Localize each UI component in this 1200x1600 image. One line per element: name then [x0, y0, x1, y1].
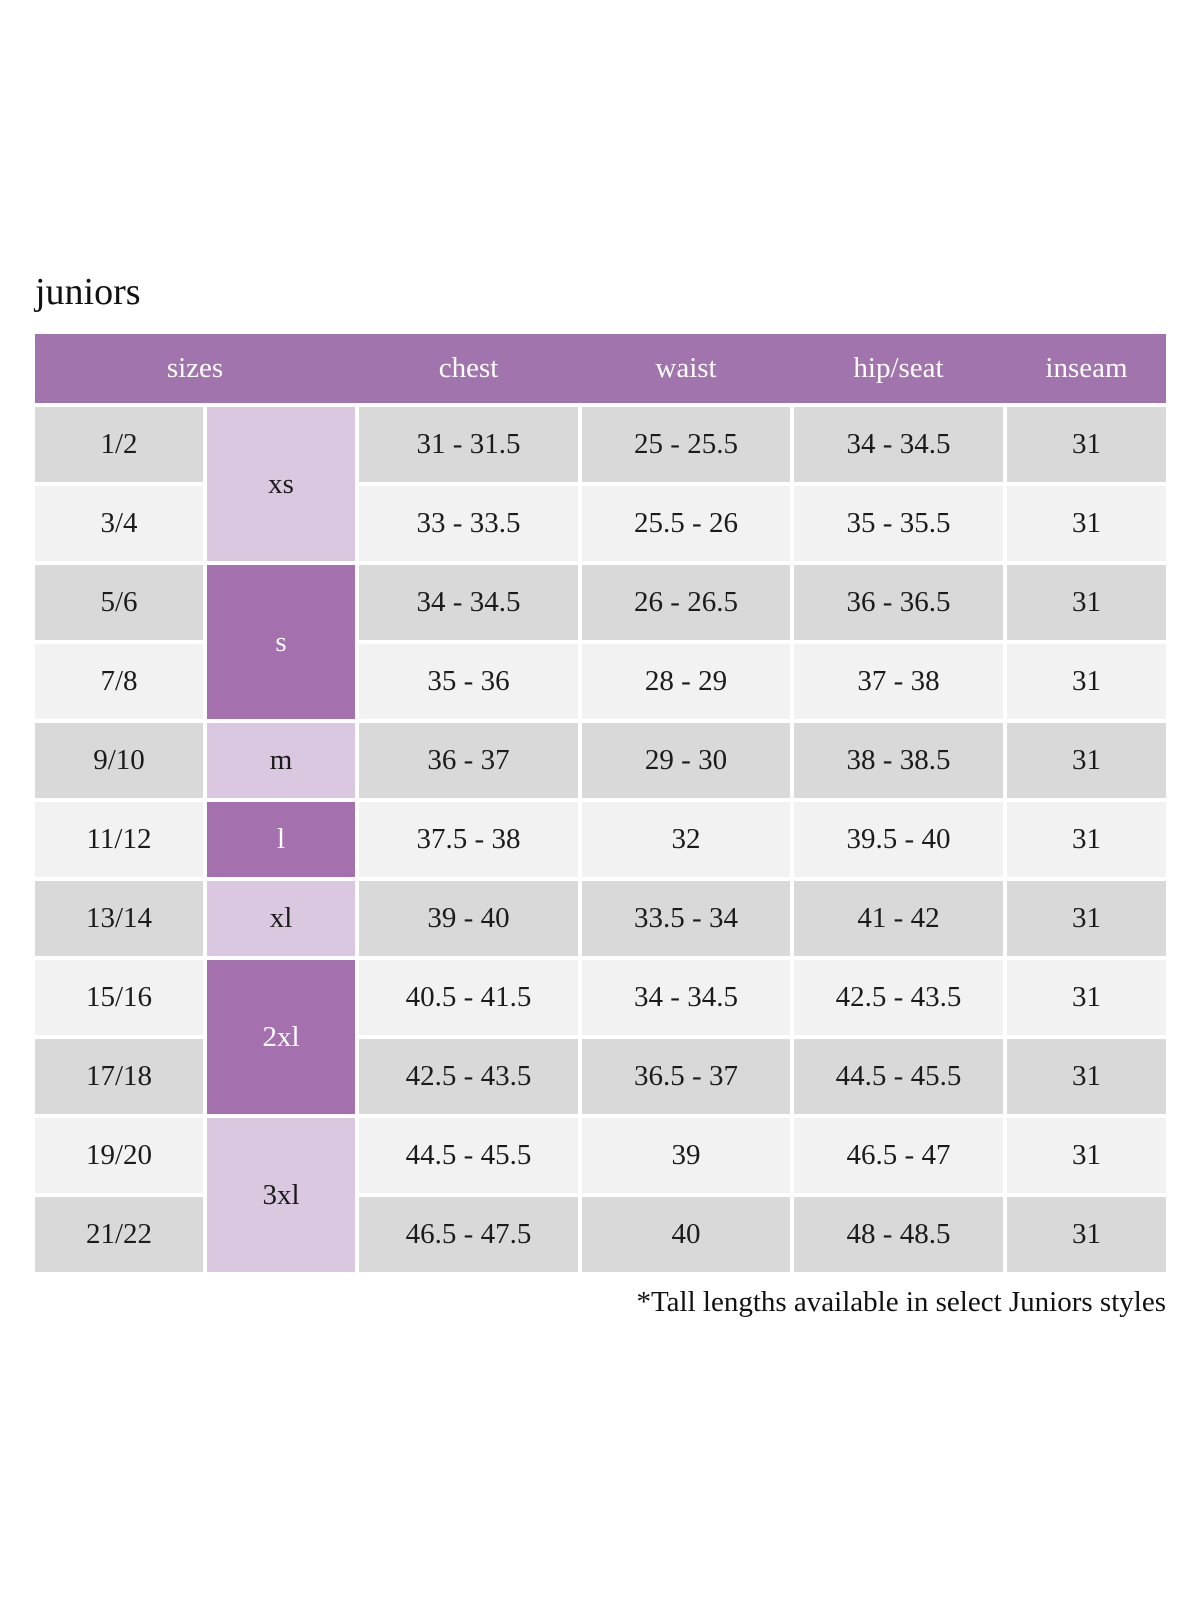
- cell-hip-seat: 44.5 - 45.5: [794, 1039, 1003, 1114]
- cell-waist: 29 - 30: [582, 723, 790, 798]
- cell-size: 13/14: [35, 881, 203, 956]
- column-header-sizes: sizes: [166, 352, 224, 384]
- column-header-chest: chest: [438, 352, 499, 384]
- cell-waist: 32: [582, 802, 790, 877]
- cell-hip-seat: 34 - 34.5: [794, 407, 1003, 482]
- cell-chest: 36 - 37: [359, 723, 578, 798]
- cell-inseam: 31: [1007, 802, 1166, 877]
- cell-waist: 34 - 34.5: [582, 960, 790, 1035]
- cell-waist: 36.5 - 37: [582, 1039, 790, 1114]
- cell-size: 1/2: [35, 407, 203, 482]
- cell-waist: 33.5 - 34: [582, 881, 790, 956]
- cell-size: 19/20: [35, 1118, 203, 1193]
- cell-size: 15/16: [35, 960, 203, 1035]
- cell-chest: 33 - 33.5: [359, 486, 578, 561]
- cell-size: 17/18: [35, 1039, 203, 1114]
- cell-chest: 40.5 - 41.5: [359, 960, 578, 1035]
- cell-hip-seat: 35 - 35.5: [794, 486, 1003, 561]
- cell-size: 7/8: [35, 644, 203, 719]
- cell-hip-seat: 38 - 38.5: [794, 723, 1003, 798]
- cell-chest: 44.5 - 45.5: [359, 1118, 578, 1193]
- size-group-cell-xl: xl: [207, 881, 355, 956]
- size-group-cell-3xl: 3xl: [207, 1118, 355, 1272]
- cell-inseam: 31: [1007, 723, 1166, 798]
- cell-chest: 31 - 31.5: [359, 407, 578, 482]
- cell-chest: 42.5 - 43.5: [359, 1039, 578, 1114]
- cell-hip-seat: 42.5 - 43.5: [794, 960, 1003, 1035]
- cell-hip-seat: 46.5 - 47: [794, 1118, 1003, 1193]
- size-group-cell-2xl: 2xl: [207, 960, 355, 1114]
- cell-inseam: 31: [1007, 960, 1166, 1035]
- cell-hip-seat: 39.5 - 40: [794, 802, 1003, 877]
- footnote: *Tall lengths available in select Junior…: [636, 1286, 1166, 1318]
- cell-hip-seat: 48 - 48.5: [794, 1197, 1003, 1272]
- cell-size: 11/12: [35, 802, 203, 877]
- cell-chest: 46.5 - 47.5: [359, 1197, 578, 1272]
- cell-waist: 25.5 - 26: [582, 486, 790, 561]
- cell-hip-seat: 36 - 36.5: [794, 565, 1003, 640]
- cell-inseam: 31: [1007, 486, 1166, 561]
- cell-chest: 35 - 36: [359, 644, 578, 719]
- cell-chest: 37.5 - 38: [359, 802, 578, 877]
- size-group-cell-l: l: [207, 802, 355, 877]
- cell-inseam: 31: [1007, 407, 1166, 482]
- cell-inseam: 31: [1007, 1197, 1166, 1272]
- page-title: juniors: [35, 271, 141, 313]
- size-group-cell-m: m: [207, 723, 355, 798]
- size-chart-page: juniors sizes chest waist hip/seat insea…: [35, 271, 1166, 1318]
- cell-waist: 26 - 26.5: [582, 565, 790, 640]
- column-header-waist: waist: [655, 352, 717, 384]
- cell-inseam: 31: [1007, 644, 1166, 719]
- cell-waist: 40: [582, 1197, 790, 1272]
- cell-inseam: 31: [1007, 1039, 1166, 1114]
- cell-chest: 39 - 40: [359, 881, 578, 956]
- size-group-cell-s: s: [207, 565, 355, 719]
- cell-waist: 25 - 25.5: [582, 407, 790, 482]
- cell-waist: 28 - 29: [582, 644, 790, 719]
- cell-hip-seat: 41 - 42: [794, 881, 1003, 956]
- cell-hip-seat: 37 - 38: [794, 644, 1003, 719]
- cell-size: 5/6: [35, 565, 203, 640]
- cell-inseam: 31: [1007, 1118, 1166, 1193]
- cell-waist: 39: [582, 1118, 790, 1193]
- cell-inseam: 31: [1007, 565, 1166, 640]
- cell-inseam: 31: [1007, 881, 1166, 956]
- size-chart-table: sizes chest waist hip/seat inseam xs s m…: [35, 334, 1166, 1272]
- cell-size: 3/4: [35, 486, 203, 561]
- column-header-hip-seat: hip/seat: [853, 352, 944, 384]
- size-group-cell-xs: xs: [207, 407, 355, 561]
- cell-size: 21/22: [35, 1197, 203, 1272]
- cell-size: 9/10: [35, 723, 203, 798]
- table-header-row: sizes chest waist hip/seat inseam: [35, 334, 1166, 403]
- cell-chest: 34 - 34.5: [359, 565, 578, 640]
- column-header-inseam: inseam: [1045, 352, 1128, 384]
